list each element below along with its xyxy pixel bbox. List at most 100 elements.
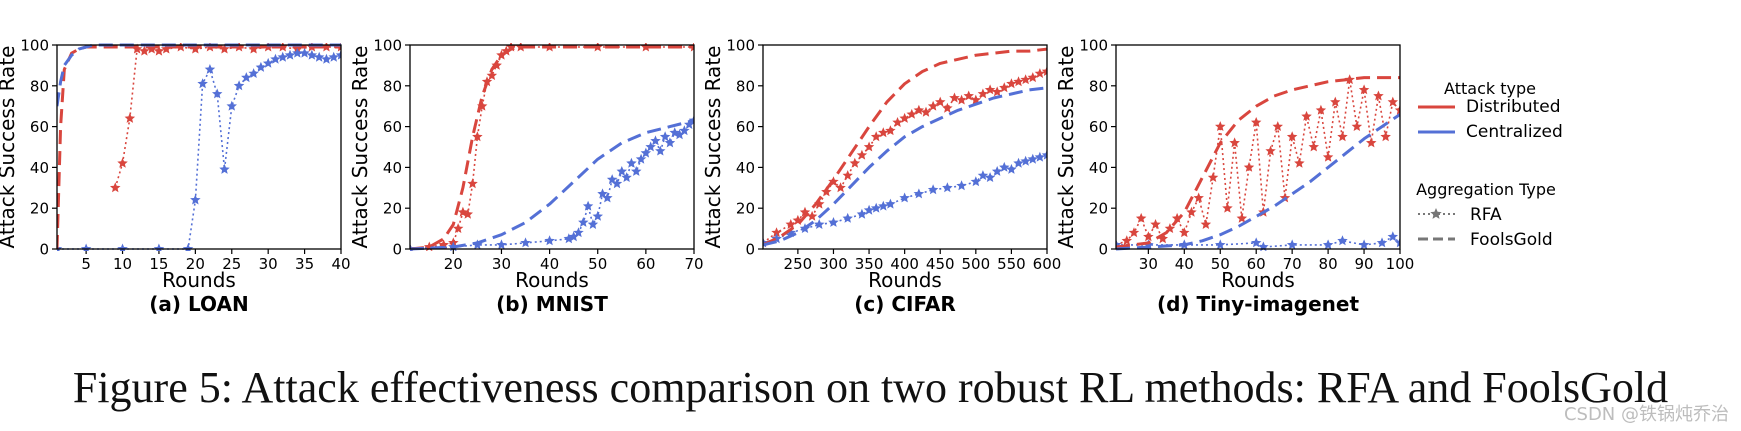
data-point: [899, 192, 910, 203]
x-axis-label: Rounds: [515, 268, 589, 292]
data-point: [956, 94, 967, 105]
data-point: [913, 104, 925, 115]
x-tick-label: 550: [997, 255, 1026, 273]
data-point: [984, 172, 996, 182]
series-line: [410, 45, 694, 251]
y-tick-label: 80: [383, 77, 402, 95]
data-point: [885, 125, 896, 136]
data-point: [190, 194, 201, 205]
data-point: [1394, 237, 1400, 248]
data-point: [573, 227, 584, 238]
data-point: [1351, 121, 1363, 131]
data-point: [631, 166, 642, 176]
x-tick-label: 20: [444, 255, 463, 273]
data-point: [977, 170, 989, 180]
data-point: [1344, 74, 1355, 85]
data-point: [1006, 163, 1017, 174]
legend-label: RFA: [1470, 205, 1502, 225]
x-tick-label: 40: [1175, 255, 1194, 273]
data-point: [991, 166, 1003, 176]
data-point: [999, 82, 1010, 93]
data-point: [602, 192, 613, 203]
plot-frame: [762, 44, 1048, 250]
x-tick-label: 30: [492, 255, 511, 273]
data-point: [1366, 137, 1377, 148]
data-point: [942, 182, 953, 193]
data-point: [146, 43, 157, 54]
data-point: [849, 157, 861, 168]
data-point: [621, 172, 632, 182]
x-tick-label: 100: [1386, 255, 1415, 273]
data-point: [1337, 131, 1348, 142]
data-point: [1128, 227, 1140, 238]
data-point: [1034, 151, 1046, 162]
x-tick-label: 90: [1355, 255, 1374, 273]
data-point: [1286, 239, 1298, 250]
data-point: [626, 157, 637, 168]
data-point: [906, 108, 917, 119]
data-point: [233, 80, 245, 91]
data-point: [248, 43, 259, 54]
y-tick-label: 100: [1079, 37, 1108, 55]
x-tick-label: 500: [962, 255, 991, 273]
data-point: [592, 210, 603, 221]
data-point: [1157, 233, 1168, 244]
series-group: [763, 47, 1047, 248]
data-point: [814, 219, 825, 229]
x-tick-label: 600: [1033, 255, 1062, 273]
data-point: [1394, 104, 1400, 115]
data-point: [496, 49, 507, 60]
data-point: [544, 235, 555, 246]
chart-panel-1: 0 20 40 60 80 100 5 10 15 20 25 30 35 40 Rounds Attack …: [0, 37, 351, 317]
y-axis-label: Attack Success Rate: [701, 46, 725, 249]
data-point: [1358, 84, 1370, 95]
y-tick-label: 20: [383, 200, 402, 218]
data-point: [1193, 192, 1204, 203]
data-point: [306, 49, 318, 60]
data-point: [991, 86, 1003, 97]
y-axis-label: Attack Success Rate: [348, 46, 372, 249]
legend-label: FoolsGold: [1470, 230, 1553, 250]
data-point: [1380, 131, 1391, 142]
y-tick-label: 60: [30, 118, 49, 136]
y-tick-label: 20: [30, 200, 49, 218]
x-tick-label: 20: [186, 255, 205, 273]
x-axis-label: Rounds: [162, 268, 236, 292]
y-tick-label: 40: [30, 159, 49, 177]
data-point: [139, 45, 150, 56]
data-point: [1251, 117, 1262, 127]
y-tick-label: 20: [736, 200, 755, 218]
series-line: [763, 154, 1047, 244]
data-point: [1034, 68, 1046, 78]
series-line: [763, 47, 1047, 247]
data-point: [1387, 96, 1398, 107]
data-point: [117, 157, 128, 168]
data-point: [842, 170, 853, 180]
data-point: [241, 72, 252, 83]
data-point: [313, 51, 325, 62]
data-point: [161, 43, 172, 54]
x-tick-label: 40: [540, 255, 559, 273]
chart-title: (a) LOAN: [149, 292, 248, 316]
data-point: [204, 64, 216, 74]
data-point: [452, 223, 464, 233]
data-point: [806, 210, 818, 221]
x-tick-label: 70: [684, 255, 703, 273]
data-point: [563, 233, 575, 244]
data-point: [153, 45, 165, 56]
data-point: [1229, 137, 1240, 148]
data-point: [970, 176, 982, 187]
data-point: [1301, 110, 1312, 121]
data-point: [1171, 212, 1183, 223]
data-point: [1265, 145, 1276, 156]
data-point: [1358, 239, 1370, 250]
data-point: [956, 180, 967, 191]
data-point: [277, 51, 288, 62]
data-point: [785, 219, 796, 229]
data-point: [1376, 237, 1388, 248]
x-tick-label: 60: [1247, 255, 1266, 273]
data-point: [131, 43, 143, 54]
y-tick-label: 0: [1098, 241, 1108, 259]
